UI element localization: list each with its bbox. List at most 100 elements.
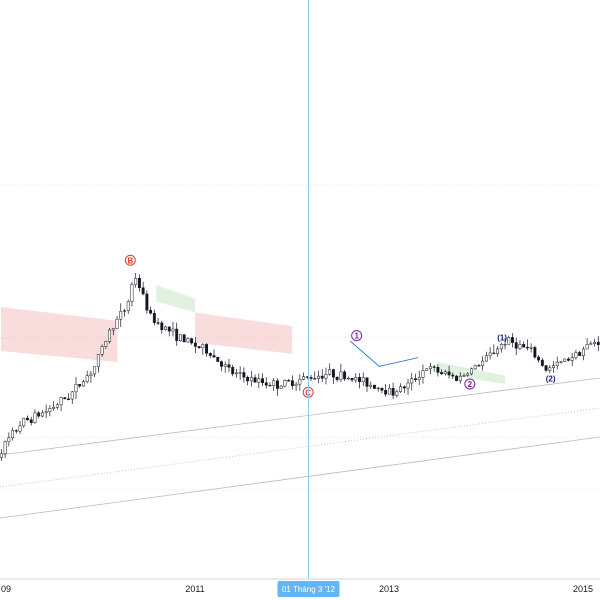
x-tick-label: 09 [1,584,11,594]
candle [496,346,500,357]
wave-label-B: B [124,254,136,266]
candle [223,361,227,373]
candle [290,375,294,390]
candle [0,449,3,461]
candle [425,368,429,371]
candle [529,343,533,353]
candle [499,342,503,353]
candle [70,391,74,405]
candle [212,349,216,358]
candle [33,409,37,424]
candle [522,341,526,348]
candle [555,356,559,370]
candle [544,365,548,373]
candle [466,372,470,377]
candle [89,370,93,383]
candle [473,364,477,370]
cloud-segment [156,285,195,313]
candle [567,357,570,362]
candle [78,384,82,388]
candle [85,370,89,384]
candle [302,372,306,380]
candle [436,364,440,377]
x-tick-label: 2011 [185,584,204,594]
x-tick-label: 2013 [379,584,399,594]
candle [14,429,18,434]
candle [96,354,100,373]
candle [186,337,190,343]
candle [246,375,250,386]
candle [164,325,167,331]
candle [238,366,242,380]
candle [216,356,220,362]
candle [272,378,276,392]
candle [111,327,115,336]
wave-label-2: 2 [464,378,476,390]
candle [458,372,462,384]
candle [320,369,324,383]
candle [395,389,399,398]
candle [18,420,22,435]
candle [481,356,485,371]
candle [328,363,332,376]
candle [201,343,205,355]
channel-line [0,377,600,456]
candle [317,370,320,384]
candle [447,365,451,379]
candle [548,365,552,374]
candle [537,354,541,363]
candle [402,385,406,393]
candle [234,368,238,378]
candle [443,369,447,376]
wave-label-1: (1) [497,333,507,342]
candle [581,346,585,361]
candle [552,360,555,373]
candle [149,306,153,315]
candle [141,281,145,296]
candle [55,402,59,410]
svg-text:(1): (1) [497,333,507,342]
crosshair-date-tag: 01 Tháng 3 '12 [277,581,340,597]
candle [440,369,444,376]
candle [287,378,291,382]
candle [205,343,209,357]
candle [533,345,537,359]
time-axis: 0920112013201520172019202101 Tháng 3 '12… [0,578,600,600]
candle [365,377,369,392]
candle [3,440,7,459]
candle [130,281,134,307]
candle [335,376,339,382]
candle [257,373,261,389]
channel-line [0,407,600,488]
candle [193,337,197,354]
cloud-segment [1,307,118,362]
candle [511,333,514,348]
candle [451,372,455,380]
cloud-segment [195,312,292,354]
candle [44,404,48,419]
candle [279,384,283,389]
candle [249,370,253,387]
candle [358,373,361,389]
candle [119,303,123,327]
wave-2-wedge [349,340,419,367]
candle [387,384,391,395]
candle [563,358,567,363]
candle [152,309,156,326]
ichimoku-cloud [1,285,506,384]
candle [253,374,257,383]
candle [484,351,488,362]
candle [503,338,507,350]
candle [231,364,235,377]
candle [264,377,268,389]
candle [74,377,78,400]
candle [26,415,29,421]
candle [414,373,417,382]
candle [514,337,518,355]
candle [492,344,496,355]
candle [518,339,522,350]
candle [380,387,384,394]
candle [29,416,33,426]
candle [331,368,335,384]
